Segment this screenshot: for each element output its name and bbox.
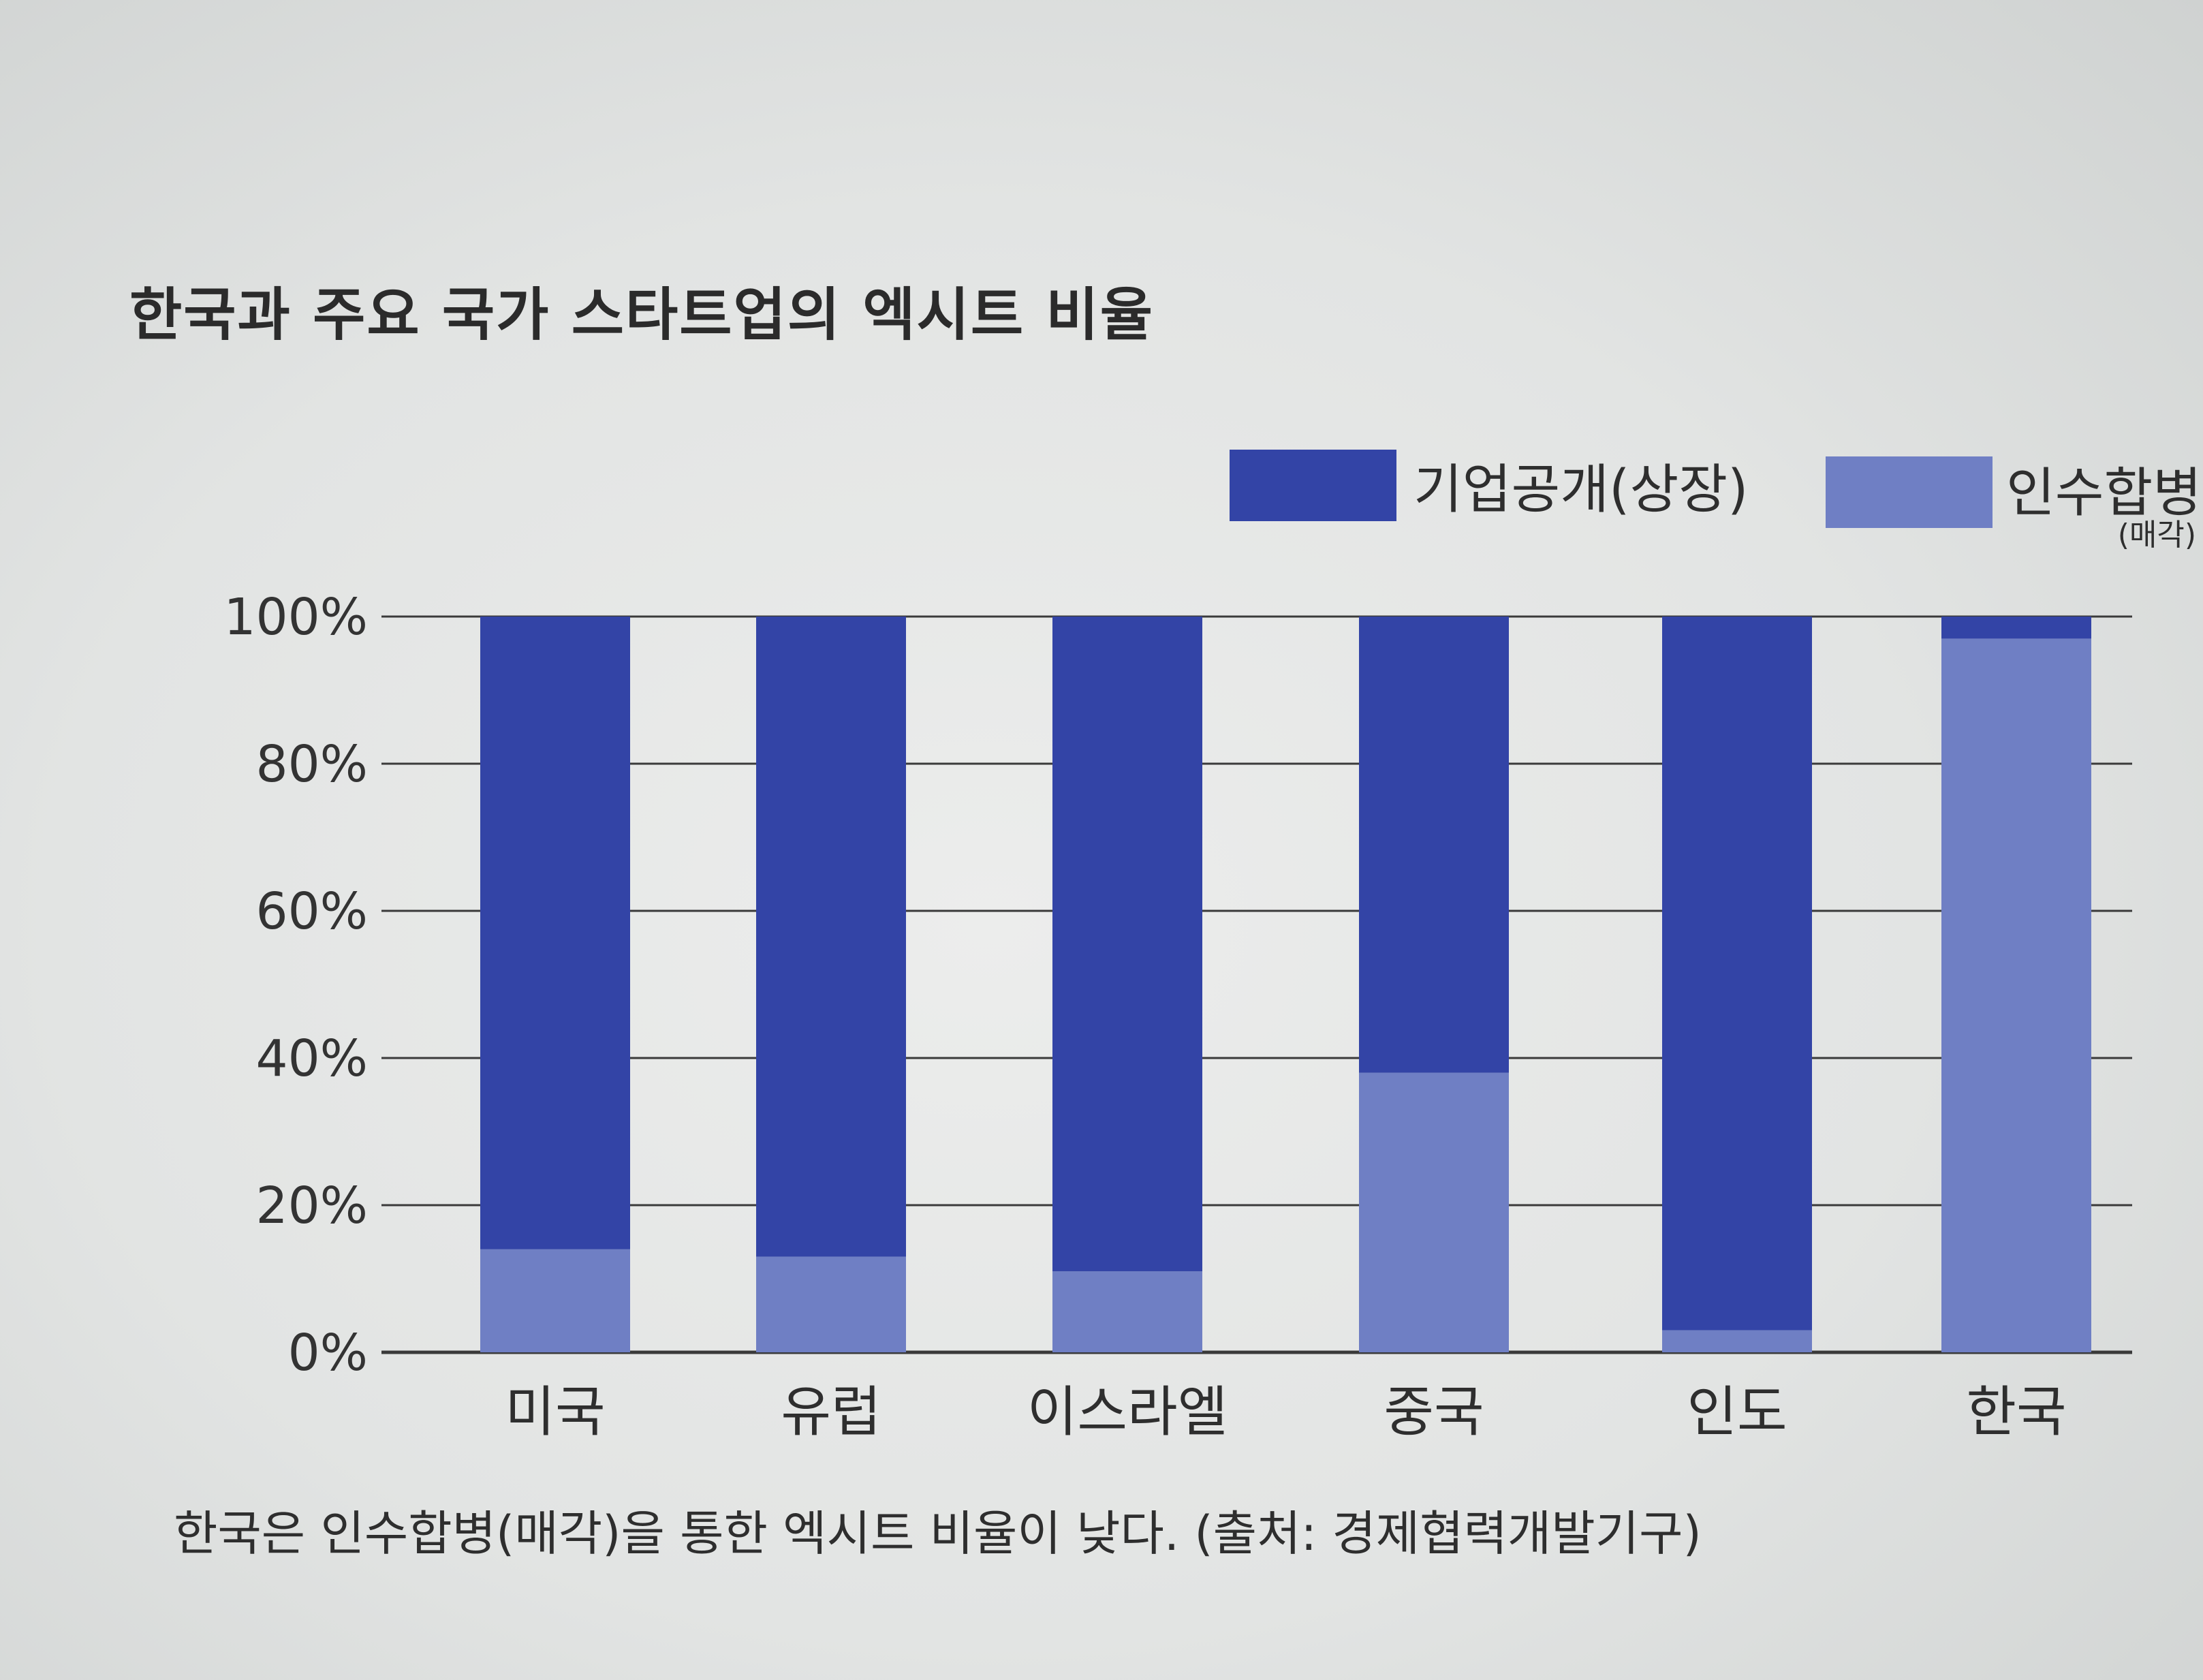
legend-swatch-ipo	[1230, 450, 1396, 521]
bar-segment-ipo	[1052, 617, 1202, 1272]
chart-caption: 한국은 인수합병(매각)을 통한 엑시트 비율이 낮다. (출처: 경제협력개발…	[174, 1506, 1702, 1561]
y-tick-label: 80%	[256, 735, 368, 794]
bar-segment-ma	[756, 1256, 906, 1352]
x-category-label: 미국	[505, 1380, 605, 1444]
bar-segment-ipo	[756, 617, 906, 1257]
y-tick-label: 20%	[256, 1177, 368, 1235]
y-tick-label: 60%	[256, 882, 368, 941]
y-tick-label: 100%	[223, 588, 368, 647]
legend-label-ma: 인수합병	[2006, 463, 2202, 524]
legend-label-ipo: 기업공개(상장)	[1413, 459, 1748, 520]
bar-segment-ma	[1662, 1330, 1812, 1352]
bar-segment-ipo	[1941, 617, 2091, 639]
x-category-label: 인도	[1687, 1380, 1787, 1444]
bar-segment-ipo	[480, 617, 630, 1249]
y-tick-label: 40%	[256, 1029, 368, 1088]
legend-swatch-ma	[1826, 456, 1993, 528]
chart-title: 한국과 주요 국가 스타트업의 엑시트 비율	[129, 281, 1154, 348]
bar-segment-ipo	[1662, 617, 1812, 1331]
bar-segment-ma	[1941, 638, 2091, 1352]
bar-segment-ma	[480, 1249, 630, 1352]
x-category-label: 이스라엘	[1027, 1380, 1228, 1444]
bar-segment-ma	[1359, 1072, 1509, 1352]
x-category-label: 한국	[1966, 1380, 2066, 1444]
x-category-label: 유럽	[781, 1380, 881, 1444]
y-tick-label: 0%	[288, 1324, 368, 1382]
bar-segment-ma	[1052, 1271, 1202, 1352]
legend-label-ma-sub: (매각)	[2118, 518, 2196, 553]
bar-segment-ipo	[1359, 617, 1509, 1073]
x-category-label: 중국	[1384, 1380, 1484, 1444]
